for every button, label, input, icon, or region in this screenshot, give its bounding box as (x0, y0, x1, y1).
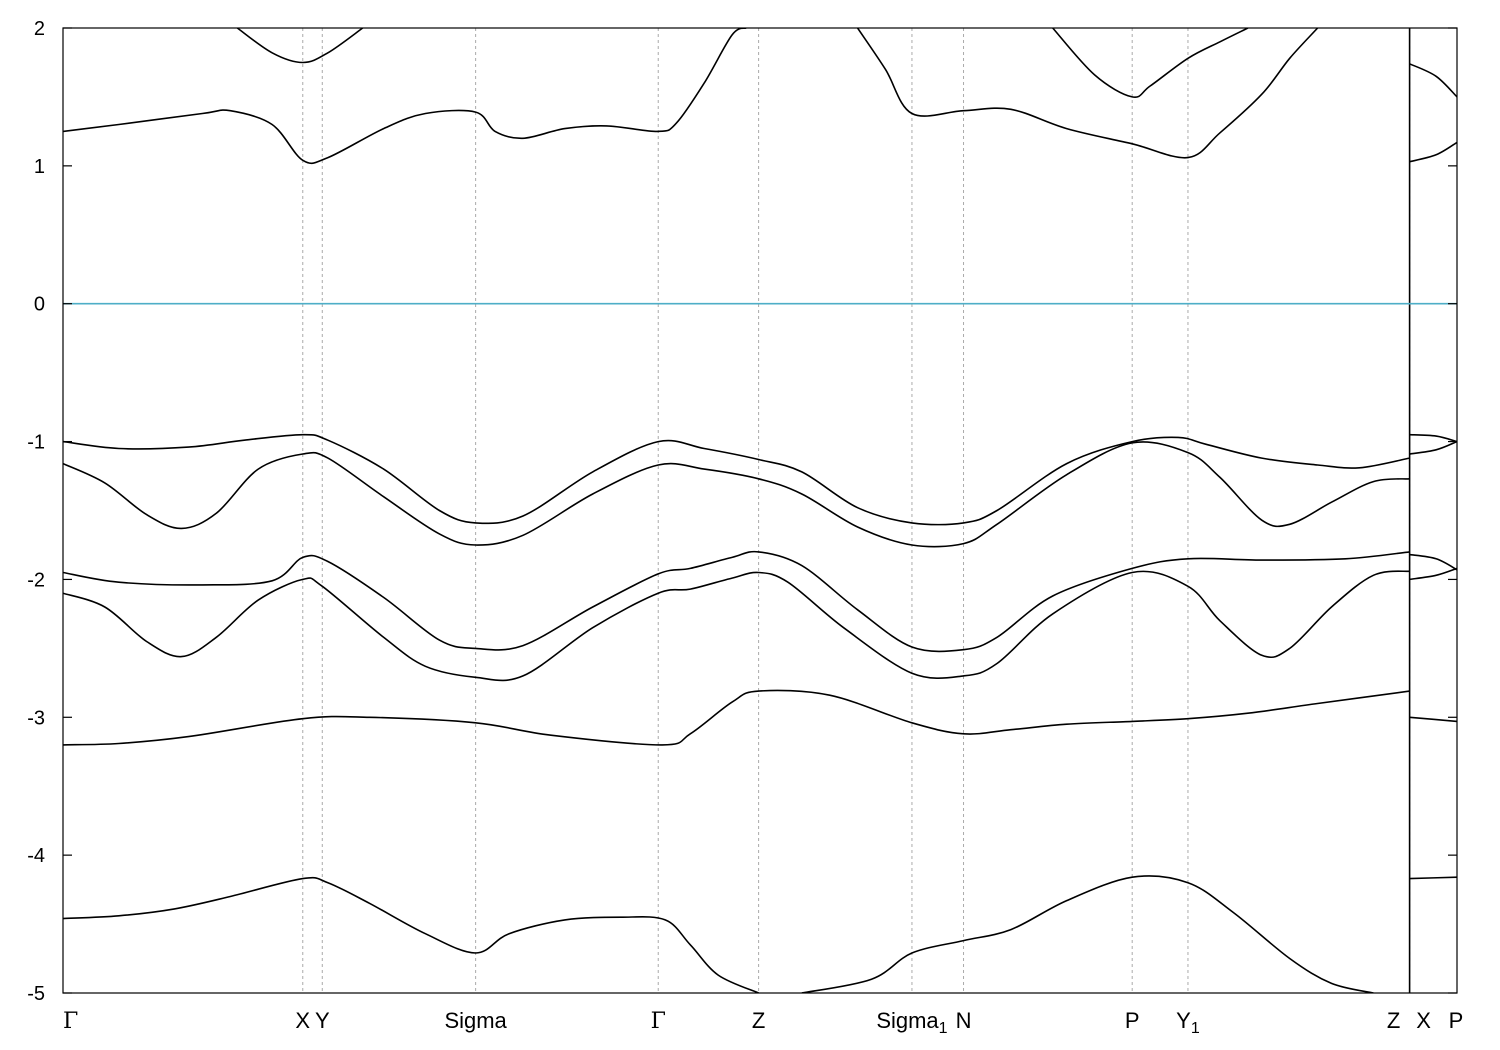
band-line (63, 550, 1410, 653)
y-tick-label: -4 (27, 845, 45, 867)
band-line (1409, 63, 1457, 98)
bands-layer (63, 28, 1457, 993)
band-line (1052, 28, 1249, 99)
y-tick-label: -3 (27, 707, 45, 729)
kpoint-label-subscript: 1 (1191, 1020, 1200, 1037)
grid-layer (302, 28, 1411, 993)
kpoint-label: Sigma (444, 1008, 507, 1033)
kpoint-label: X (1416, 1008, 1431, 1033)
kpoint-label: Γ (63, 1009, 78, 1034)
kpoint-label: P (1125, 1008, 1140, 1033)
kpoint-label: P (1449, 1008, 1464, 1033)
y-tick-label: -5 (27, 983, 45, 1005)
y-tick-label: -1 (27, 432, 45, 454)
band-line (236, 28, 364, 64)
kpoint-label: Z (1387, 1008, 1400, 1033)
band-line (63, 876, 759, 993)
band-line (1409, 876, 1457, 880)
band-line (1409, 440, 1457, 455)
kpoint-label: Sigma1 (876, 1008, 947, 1037)
x-axis: Γ X Y Sigma Γ Z Sigma1 N P Y1 Z X P (63, 1008, 1463, 1037)
band-line (63, 689, 1410, 746)
band-line (1409, 567, 1457, 581)
band-line (801, 875, 1374, 993)
y-tick-label: 0 (34, 294, 45, 316)
y-tick-label: -2 (27, 569, 45, 591)
plot-frame (62, 27, 1458, 994)
kpoint-label: X (295, 1008, 310, 1033)
y-axis: 2 1 0 -1 -2 -3 -4 -5 (27, 18, 1457, 1005)
band-line (63, 441, 1410, 548)
kpoint-label: Y1 (1176, 1008, 1200, 1037)
band-line (1409, 433, 1457, 443)
kpoint-label: Z (752, 1008, 765, 1033)
kpoint-label-subscript: 1 (939, 1020, 948, 1037)
band-line (1409, 141, 1457, 163)
kpoint-label: N (956, 1008, 972, 1033)
band-line (63, 570, 1410, 682)
y-tick-label: 2 (34, 18, 45, 40)
kpoint-label: Γ (651, 1009, 666, 1034)
kpoint-label: Y (315, 1008, 330, 1033)
band-line (63, 433, 1410, 526)
band-line (856, 28, 1319, 159)
band-line (1409, 716, 1457, 723)
y-tick-label: 1 (34, 156, 45, 178)
band-line (1409, 553, 1457, 571)
band-line (63, 28, 747, 165)
